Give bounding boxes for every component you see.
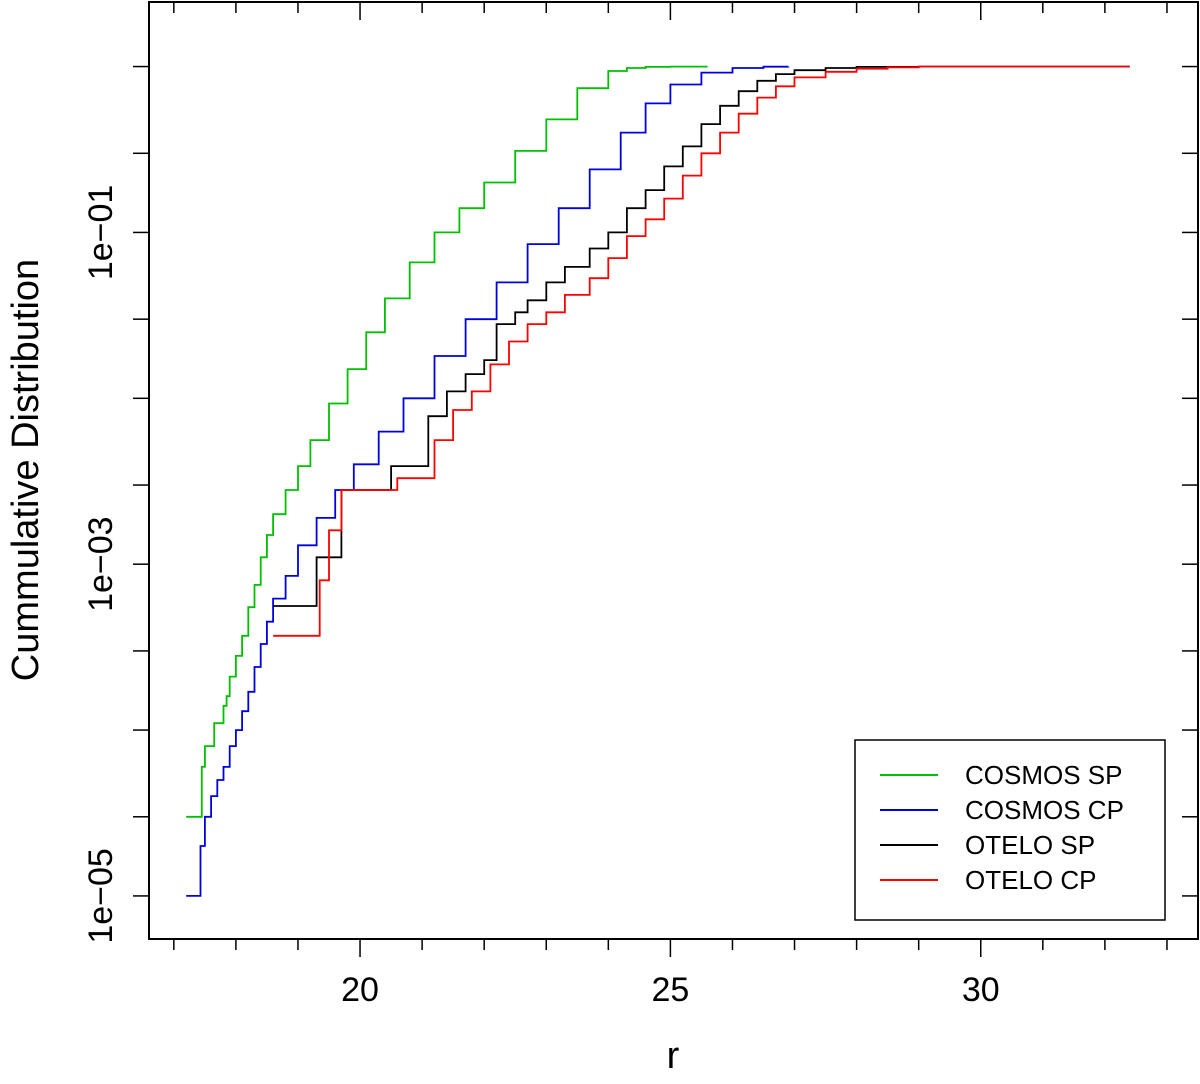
series-line-otelo-sp bbox=[273, 65, 1130, 607]
ticks: 20 25 30 1e−05 1e−03 1e−01 bbox=[82, 2, 1198, 1009]
y-tick-label: 1e−03 bbox=[82, 516, 120, 612]
legend: COSMOS SP COSMOS CP OTELO SP OTELO CP bbox=[854, 739, 1166, 921]
x-tick-label: 30 bbox=[962, 971, 1000, 1009]
x-axis-title: r bbox=[667, 1035, 680, 1077]
legend-label-cosmos-sp: COSMOS SP bbox=[965, 760, 1122, 790]
x-tick-label: 25 bbox=[651, 971, 689, 1009]
legend-label-cosmos-cp: COSMOS CP bbox=[965, 795, 1124, 825]
series-line-cosmos-cp bbox=[186, 65, 790, 897]
series-group bbox=[186, 65, 1130, 897]
y-tick-label: 1e−05 bbox=[82, 848, 120, 944]
y-tick-label: 1e−01 bbox=[82, 185, 120, 280]
legend-label-otelo-sp: OTELO SP bbox=[965, 830, 1095, 860]
series-line-cosmos-sp bbox=[186, 65, 708, 818]
plot-frame bbox=[148, 1, 1199, 940]
y-axis-title: Cummulative Distribution bbox=[5, 259, 47, 681]
x-tick-label: 20 bbox=[341, 971, 379, 1009]
series-line-otelo-cp bbox=[273, 65, 1130, 637]
legend-box bbox=[854, 739, 1166, 921]
legend-label-otelo-cp: OTELO CP bbox=[965, 865, 1096, 895]
